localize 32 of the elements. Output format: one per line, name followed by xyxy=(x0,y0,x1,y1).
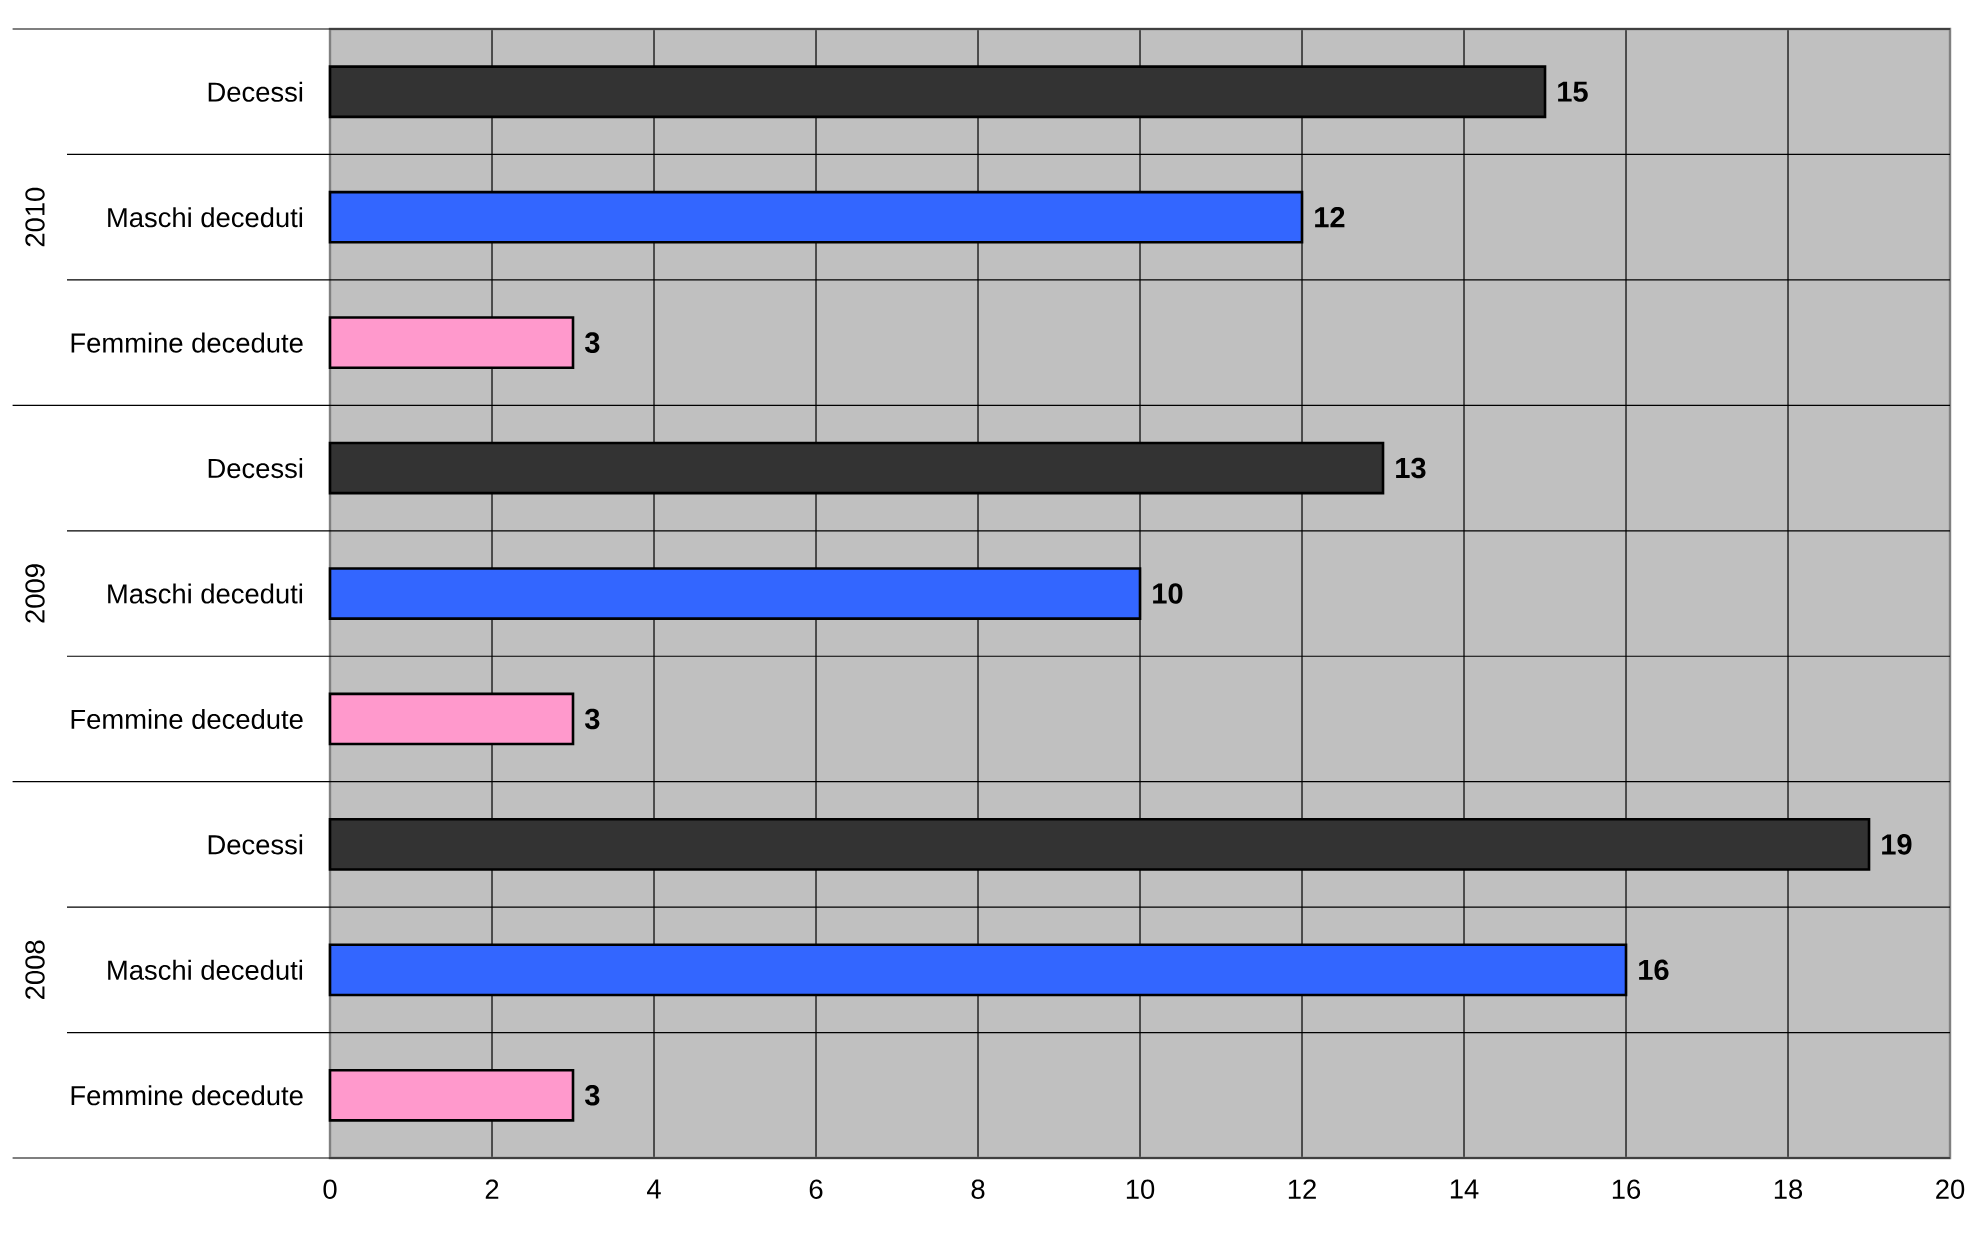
y-tick-label: Femmine decedute xyxy=(71,1085,303,1106)
x-tick-label: 0 xyxy=(323,1179,337,1199)
data-label: 19 xyxy=(1882,834,1912,855)
x-tick-label: 16 xyxy=(1612,1179,1641,1199)
y-tick-label: Femmine decedute xyxy=(71,708,303,730)
x-tick-label: 2 xyxy=(485,1179,499,1199)
y-tick-label: Femmine decedute xyxy=(71,332,303,353)
data-label: 10 xyxy=(1153,583,1183,604)
y-tick-label: Decessi xyxy=(208,81,303,102)
data-label: 3 xyxy=(584,332,600,353)
x-tick-label: 14 xyxy=(1450,1179,1479,1199)
text: 2009 xyxy=(25,564,45,623)
y-tick-label: Decessi xyxy=(208,458,303,479)
y-tick-label: Maschi deceduti xyxy=(108,583,303,604)
data-label: 13 xyxy=(1396,457,1426,479)
x-tick-label: 8 xyxy=(971,1179,985,1199)
y-tick-label: Maschi deceduti xyxy=(108,959,303,980)
data-label: 16 xyxy=(1639,959,1669,981)
x-tick-label: 20 xyxy=(1936,1179,1965,1199)
x-tick-label: 6 xyxy=(809,1179,823,1199)
data-label: 3 xyxy=(584,708,600,730)
text: 2010 xyxy=(25,187,45,247)
x-tick-label: 10 xyxy=(1126,1179,1155,1199)
x-tick-label: 4 xyxy=(647,1179,661,1199)
data-label: 12 xyxy=(1315,207,1345,228)
x-tick-label: 12 xyxy=(1288,1179,1316,1199)
data-label: 3 xyxy=(584,1084,600,1106)
text: 2008 xyxy=(25,940,45,999)
x-tick-label: 18 xyxy=(1774,1179,1803,1199)
y-tick-label: Maschi deceduti xyxy=(108,207,303,228)
y-tick-label: Decessi xyxy=(208,834,303,855)
data-label: 15 xyxy=(1558,81,1588,102)
